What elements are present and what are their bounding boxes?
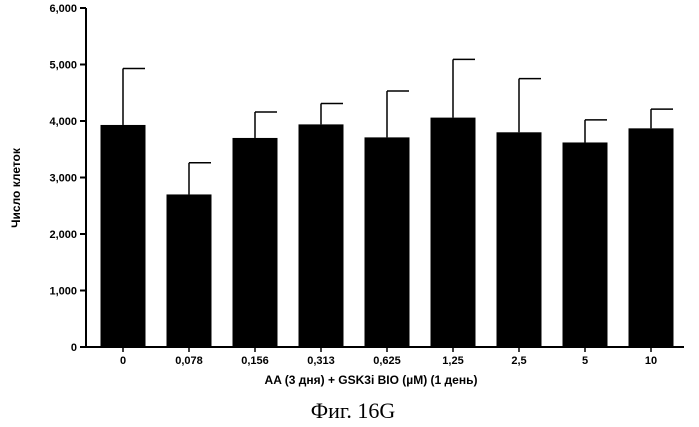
y-tick-label: 5,000 bbox=[49, 60, 77, 72]
bar bbox=[563, 142, 608, 347]
bar bbox=[497, 132, 542, 347]
bar bbox=[431, 118, 476, 347]
bar bbox=[365, 137, 410, 347]
x-tick-label: 0,156 bbox=[241, 355, 269, 367]
plot-area: 0 1,000 2,000 3,000 4,000 5,000 6,000 0 0,078 0,1… bbox=[49, 3, 684, 367]
bar bbox=[167, 194, 212, 347]
x-tick-label: 0,625 bbox=[373, 355, 401, 367]
x-axis-title: AA (3 дня) + GSK3i BIO (µM) (1 день) bbox=[265, 373, 478, 387]
bar bbox=[101, 125, 146, 347]
x-tick-label: 2,5 bbox=[511, 355, 526, 367]
x-tick-label: 10 bbox=[645, 355, 657, 367]
y-tick-label: 0 bbox=[71, 342, 77, 354]
x-tick-label: 0,078 bbox=[175, 355, 203, 367]
y-tick-label: 4,000 bbox=[49, 116, 77, 128]
y-tick-label: 2,000 bbox=[49, 229, 77, 241]
x-tick-label: 0 bbox=[120, 355, 126, 367]
y-tick-label: 3,000 bbox=[49, 173, 77, 185]
bar bbox=[233, 138, 278, 347]
y-axis-title: Число клеток bbox=[9, 147, 23, 228]
y-tick-label: 6,000 bbox=[49, 3, 77, 15]
figure-caption: Фиг. 16G bbox=[311, 398, 396, 423]
x-tick-label: 0,313 bbox=[307, 355, 335, 367]
bar bbox=[299, 124, 344, 347]
bar bbox=[629, 128, 674, 347]
x-tick-label: 1,25 bbox=[442, 355, 463, 367]
x-tick-label: 5 bbox=[582, 355, 588, 367]
y-tick-label: 1,000 bbox=[49, 286, 77, 298]
